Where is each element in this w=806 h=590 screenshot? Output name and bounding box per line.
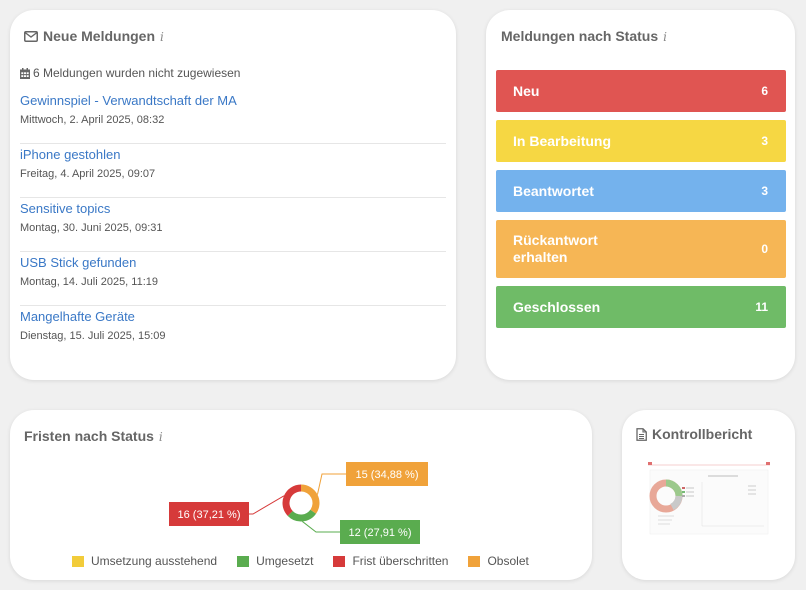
- meldung-date: Freitag, 4. April 2025, 09:07: [20, 168, 156, 180]
- status-label: Rückantwort erhalten: [513, 232, 598, 266]
- fristen-title: Fristen nach Status: [24, 428, 154, 444]
- kontrollbericht-title: Kontrollbericht: [652, 426, 753, 442]
- data-label-box: [340, 520, 420, 544]
- info-icon[interactable]: i: [158, 430, 163, 444]
- status-bar-beantwortet[interactable]: Beantwortet 3: [496, 170, 786, 212]
- neue-meldungen-card: Neue Meldungen i 6 Meldungen wurden nich…: [10, 10, 456, 380]
- meldung-link[interactable]: Mangelhafte Geräte: [20, 309, 135, 324]
- donut-slice[interactable]: [287, 509, 317, 522]
- list-item: iPhone gestohlen Freitag, 4. April 2025,…: [20, 144, 446, 198]
- list-item: Mangelhafte Geräte Dienstag, 15. Juli 20…: [20, 306, 446, 360]
- data-label: 12 (27,91 %): [349, 527, 412, 539]
- neue-meldungen-header: Neue Meldungen i: [24, 28, 164, 44]
- meldung-date: Mittwoch, 2. April 2025, 08:32: [20, 114, 165, 126]
- neue-meldungen-title: Neue Meldungen: [43, 28, 156, 44]
- legend-item[interactable]: Umgesetzt: [237, 554, 313, 568]
- legend-item[interactable]: Frist überschritten: [333, 554, 448, 568]
- list-item: USB Stick gefunden Montag, 14. Juli 2025…: [20, 252, 446, 306]
- meldung-link[interactable]: Sensitive topics: [20, 201, 111, 216]
- meldung-date: Montag, 30. Juni 2025, 09:31: [20, 222, 163, 234]
- report-thumbnail[interactable]: [646, 460, 772, 538]
- data-label: 15 (34,88 %): [356, 469, 419, 481]
- unassigned-text: 6 Meldungen wurden nicht zugewiesen: [33, 66, 241, 80]
- donut-slice[interactable]: [282, 484, 302, 516]
- leader-line: [316, 473, 346, 495]
- unassigned-notice: 6 Meldungen wurden nicht zugewiesen: [20, 66, 240, 80]
- legend-label: Umsetzung ausstehend: [91, 554, 218, 568]
- status-label-line-1: Rückantwort: [513, 232, 598, 248]
- leader-line: [302, 521, 340, 533]
- info-icon[interactable]: i: [160, 30, 164, 44]
- legend-item[interactable]: Umsetzung ausstehend: [72, 554, 217, 568]
- data-label: 16 (37,21 %): [178, 509, 241, 521]
- status-bar-geschlossen[interactable]: Geschlossen 11: [496, 286, 786, 328]
- donut-chart: 12 (27,91 %) 16 (37,21 %) 15 (34,88 %): [169, 462, 428, 544]
- legend-swatch: [72, 555, 84, 567]
- kontrollbericht-card[interactable]: Kontrollbericht: [622, 410, 795, 580]
- meldung-date: Dienstag, 15. Juli 2025, 15:09: [20, 330, 166, 342]
- list-item: Sensitive topics Montag, 30. Juni 2025, …: [20, 198, 446, 252]
- calendar-icon: [20, 67, 30, 79]
- status-bar-rueckantwort-erhalten[interactable]: Rückantwort erhalten 0: [496, 220, 786, 278]
- status-label: Geschlossen: [513, 299, 601, 315]
- legend-swatch: [237, 555, 250, 567]
- status-bar-in-bearbeitung[interactable]: In Bearbeitung 3: [496, 120, 786, 162]
- status-count: 3: [761, 134, 768, 148]
- legend-swatch: [333, 555, 346, 567]
- kontrollbericht-header: Kontrollbericht: [636, 426, 752, 442]
- status-count: 6: [761, 84, 768, 98]
- meldungen-nach-status-card: Meldungen nach Status i Neu 6 In Bearbei…: [486, 10, 795, 380]
- status-label-line-2: erhalten: [513, 249, 568, 265]
- status-label: In Bearbeitung: [513, 133, 612, 149]
- chart-legend: Umsetzung ausstehend Umgesetzt Frist übe…: [72, 554, 529, 568]
- meldung-link[interactable]: Gewinnspiel - Verwandtschaft der MA: [20, 93, 237, 108]
- status-count: 11: [755, 300, 768, 314]
- fristen-header: Fristen nach Status i: [24, 428, 163, 444]
- legend-label: Umgesetzt: [256, 554, 314, 568]
- meldung-link[interactable]: iPhone gestohlen: [20, 147, 121, 162]
- status-count: 0: [761, 242, 768, 256]
- fristen-nach-status-card: Fristen nach Status i 12 (27,91 %) 16 (37…: [10, 410, 592, 580]
- list-item: Gewinnspiel - Verwandtschaft der MA Mitt…: [20, 90, 446, 144]
- envelope-icon: [24, 30, 38, 42]
- info-icon[interactable]: i: [663, 30, 667, 44]
- legend-label: Obsolet: [487, 554, 529, 568]
- leader-line: [249, 495, 285, 515]
- status-label: Neu: [513, 83, 540, 99]
- meldungen-list: Gewinnspiel - Verwandtschaft der MA Mitt…: [20, 90, 446, 360]
- legend-label: Frist überschritten: [352, 554, 449, 568]
- status-label: Beantwortet: [513, 183, 594, 199]
- legend-swatch: [468, 555, 481, 567]
- data-label-box: [169, 502, 249, 526]
- status-count: 3: [761, 184, 768, 198]
- document-icon: [636, 427, 647, 441]
- status-bar-neu[interactable]: Neu 6: [496, 70, 786, 112]
- legend-item[interactable]: Obsolet: [468, 554, 529, 568]
- meldungen-status-header: Meldungen nach Status i: [501, 28, 667, 44]
- meldung-date: Montag, 14. Juli 2025, 11:19: [20, 276, 159, 288]
- meldung-link[interactable]: USB Stick gefunden: [20, 255, 137, 270]
- meldungen-status-title: Meldungen nach Status: [501, 28, 659, 44]
- data-label-box: [346, 462, 428, 486]
- donut-slice[interactable]: [300, 484, 320, 514]
